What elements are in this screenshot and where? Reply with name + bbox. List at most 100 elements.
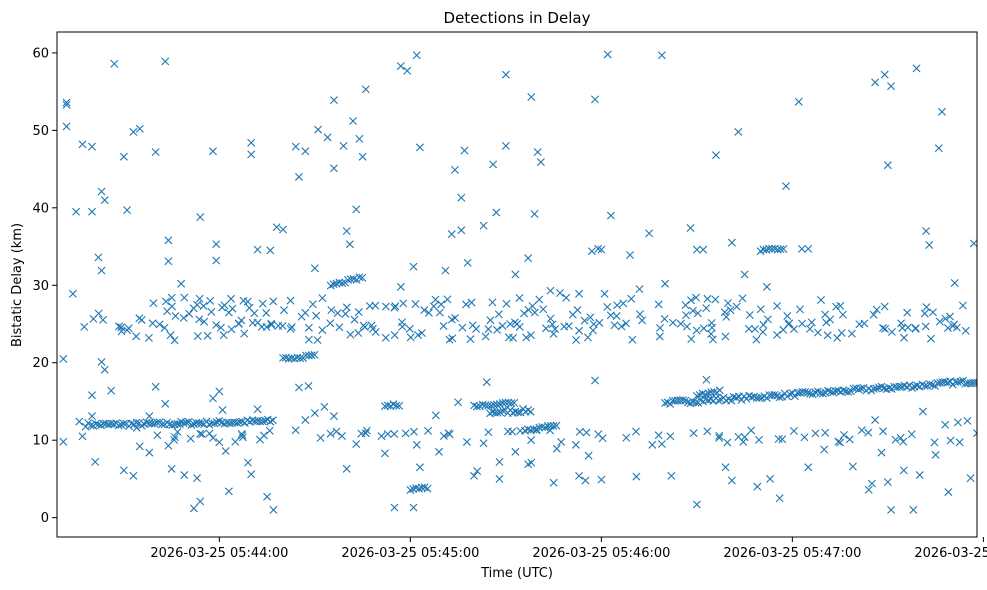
data-point bbox=[212, 321, 221, 330]
data-point bbox=[600, 289, 609, 298]
data-point bbox=[526, 407, 535, 416]
data-point bbox=[220, 301, 229, 310]
data-point bbox=[572, 336, 581, 344]
data-point bbox=[352, 440, 361, 449]
data-point bbox=[908, 383, 917, 392]
data-point bbox=[627, 294, 636, 303]
data-point bbox=[212, 240, 221, 249]
data-point bbox=[212, 256, 221, 265]
data-point bbox=[745, 310, 754, 319]
data-point bbox=[915, 471, 924, 480]
data-point bbox=[377, 432, 386, 441]
data-point bbox=[398, 318, 406, 327]
data-point bbox=[872, 384, 881, 393]
data-point bbox=[527, 93, 536, 102]
data-point bbox=[304, 381, 313, 390]
data-point bbox=[152, 418, 161, 427]
data-point bbox=[234, 319, 243, 328]
data-point bbox=[173, 427, 182, 436]
data-point bbox=[199, 302, 208, 311]
data-point bbox=[686, 223, 695, 232]
data-point bbox=[943, 323, 952, 332]
data-point bbox=[206, 296, 215, 305]
data-point bbox=[789, 426, 798, 435]
data-point bbox=[207, 307, 216, 316]
data-point bbox=[286, 296, 295, 305]
data-point bbox=[660, 314, 669, 323]
data-point bbox=[350, 315, 359, 324]
data-point bbox=[72, 207, 81, 216]
y-tick-label: 10 bbox=[32, 434, 49, 449]
data-point bbox=[806, 389, 815, 398]
data-point bbox=[899, 437, 908, 446]
data-point bbox=[708, 335, 717, 344]
data-point bbox=[412, 440, 421, 449]
data-point bbox=[562, 293, 571, 302]
data-point bbox=[922, 303, 931, 312]
data-point bbox=[783, 312, 792, 321]
data-point bbox=[196, 213, 205, 222]
data-point bbox=[291, 142, 300, 151]
data-point bbox=[129, 127, 138, 136]
data-point bbox=[88, 142, 97, 151]
data-point bbox=[94, 253, 103, 262]
data-point bbox=[88, 412, 97, 421]
data-point bbox=[401, 429, 410, 438]
data-point bbox=[848, 462, 857, 471]
data-point bbox=[860, 319, 869, 328]
data-point bbox=[97, 266, 106, 275]
data-point bbox=[963, 416, 972, 425]
data-point bbox=[584, 451, 593, 460]
data-point bbox=[193, 300, 202, 309]
data-point bbox=[304, 335, 313, 344]
data-point bbox=[921, 322, 930, 331]
data-point bbox=[233, 418, 242, 427]
data-point bbox=[279, 225, 288, 234]
data-point bbox=[941, 314, 950, 323]
data-point bbox=[117, 420, 126, 429]
data-point bbox=[326, 429, 335, 438]
data-point bbox=[678, 396, 687, 405]
data-point bbox=[797, 244, 806, 253]
data-point bbox=[205, 420, 214, 429]
data-point bbox=[406, 486, 415, 494]
data-point bbox=[883, 478, 892, 486]
data-point bbox=[879, 427, 888, 436]
data-point bbox=[952, 323, 961, 332]
data-point bbox=[794, 97, 803, 106]
data-point bbox=[135, 442, 144, 451]
data-point bbox=[62, 122, 71, 131]
data-point bbox=[179, 313, 188, 322]
data-point bbox=[310, 409, 319, 418]
data-point bbox=[250, 309, 259, 318]
data-point bbox=[196, 429, 205, 438]
data-point bbox=[834, 437, 843, 446]
data-point bbox=[813, 328, 822, 337]
y-tick-label: 40 bbox=[32, 201, 49, 216]
data-point bbox=[687, 296, 696, 305]
data-point bbox=[323, 133, 332, 142]
data-point bbox=[738, 294, 747, 303]
data-point bbox=[913, 381, 922, 390]
data-point bbox=[160, 323, 169, 332]
data-point bbox=[301, 308, 310, 317]
data-point bbox=[219, 331, 228, 340]
data-point bbox=[789, 325, 798, 334]
data-point bbox=[698, 389, 707, 398]
data-point bbox=[167, 293, 176, 302]
data-point bbox=[778, 435, 787, 444]
data-point bbox=[776, 245, 785, 254]
data-point bbox=[380, 449, 389, 458]
data-point bbox=[168, 421, 177, 429]
data-point bbox=[132, 423, 141, 432]
data-point bbox=[409, 427, 418, 436]
data-point bbox=[515, 322, 524, 331]
data-point bbox=[208, 433, 217, 442]
data-point bbox=[535, 423, 544, 432]
data-point bbox=[822, 318, 831, 327]
data-point bbox=[632, 427, 641, 436]
data-point bbox=[857, 426, 866, 435]
data-point bbox=[294, 383, 303, 392]
data-point bbox=[161, 57, 170, 66]
